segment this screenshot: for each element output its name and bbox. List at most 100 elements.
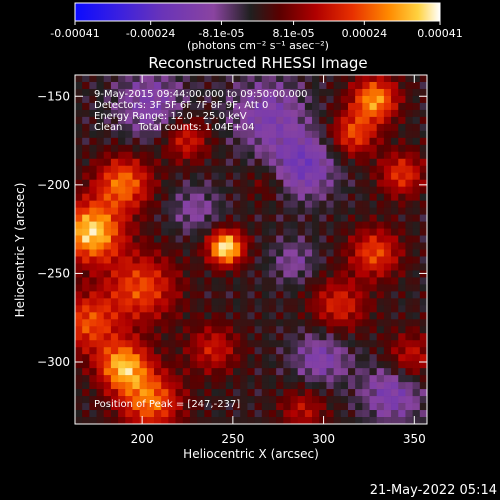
heatmap-cell	[75, 200, 83, 208]
heatmap-cell	[326, 375, 334, 383]
heatmap-cell	[96, 417, 105, 425]
heatmap-cell	[211, 403, 219, 411]
heatmap-cell	[218, 165, 227, 174]
heatmap-cell	[347, 319, 356, 327]
heatmap-cell	[247, 193, 255, 201]
heatmap-cell	[89, 368, 97, 376]
heatmap-cell	[319, 158, 327, 167]
heatmap-cell	[233, 396, 241, 404]
heatmap-cell	[340, 375, 349, 383]
heatmap-cell	[268, 81, 277, 90]
heatmap-cell	[103, 221, 112, 229]
heatmap-cell	[118, 361, 126, 369]
heatmap-cell	[391, 277, 399, 285]
heatmap-cell	[319, 95, 327, 104]
heatmap-cell	[247, 284, 255, 292]
heatmap-cell	[125, 193, 133, 201]
heatmap-cell	[233, 200, 241, 208]
heatmap-cell	[197, 207, 205, 215]
heatmap-cell	[182, 354, 191, 362]
heatmap-cell	[312, 242, 320, 250]
heatmap-cell	[132, 165, 140, 174]
heatmap-cell	[96, 333, 105, 341]
heatmap-cell	[276, 249, 284, 257]
heatmap-cell	[118, 137, 126, 146]
heatmap-cell	[419, 193, 428, 201]
heatmap-cell	[82, 256, 90, 264]
heatmap-cell	[347, 249, 356, 257]
heatmap-cell	[333, 95, 342, 104]
heatmap-cell	[312, 88, 320, 97]
heatmap-cell	[383, 165, 392, 174]
heatmap-cell	[297, 319, 306, 327]
heatmap-cell	[233, 277, 241, 285]
heatmap-cell	[405, 235, 413, 243]
heatmap-cell	[89, 361, 97, 369]
heatmap-cell	[362, 312, 370, 320]
heatmap-cell	[161, 340, 169, 348]
heatmap-cell	[154, 172, 162, 180]
heatmap-cell	[383, 172, 392, 180]
heatmap-cell	[340, 102, 349, 111]
heatmap-cell	[254, 116, 263, 125]
heatmap-cell	[218, 116, 227, 125]
heatmap-cell	[154, 340, 162, 348]
heatmap-cell	[218, 75, 227, 83]
heatmap-cell	[405, 298, 413, 306]
heatmap-cell	[297, 207, 306, 215]
heatmap-cell	[362, 249, 370, 257]
heatmap-cell	[254, 179, 263, 187]
heatmap-cell	[75, 214, 83, 222]
heatmap-cell	[218, 242, 227, 250]
heatmap-cell	[340, 291, 349, 299]
heatmap-cell	[376, 382, 385, 390]
heatmap-cell	[312, 102, 320, 111]
heatmap-cell	[376, 221, 385, 229]
heatmap-cell	[405, 228, 413, 236]
heatmap-cell	[82, 193, 90, 201]
heatmap-cell	[110, 410, 119, 418]
heatmap-cell	[254, 277, 263, 285]
heatmap-cell	[225, 109, 234, 118]
heatmap-cell	[398, 410, 406, 418]
heatmap-cell	[211, 305, 219, 313]
heatmap-cell	[290, 284, 298, 292]
heatmap-cell	[218, 207, 227, 215]
heatmap-cell	[391, 102, 399, 111]
heatmap-cell	[268, 207, 277, 215]
heatmap-cell	[391, 270, 399, 278]
heatmap-cell	[355, 319, 363, 327]
heatmap-cell	[211, 109, 219, 118]
heatmap-cell	[340, 123, 349, 132]
heatmap-cell	[340, 179, 349, 187]
heatmap-cell	[369, 326, 378, 334]
heatmap-cell	[182, 137, 191, 146]
heatmap-cell	[312, 109, 320, 118]
heatmap-cell	[182, 186, 191, 194]
heatmap-cell	[118, 179, 126, 187]
heatmap-cell	[161, 193, 169, 201]
heatmap-cell	[175, 158, 184, 167]
heatmap-cell	[168, 158, 176, 167]
heatmap-cell	[146, 312, 155, 320]
heatmap-cell	[405, 403, 413, 411]
heatmap-cell	[412, 144, 421, 153]
heatmap-cell	[290, 200, 298, 208]
heatmap-cell	[168, 256, 176, 264]
heatmap-cell	[326, 333, 334, 341]
heatmap-cell	[182, 151, 191, 160]
heatmap-cell	[110, 207, 119, 215]
heatmap-cell	[391, 417, 399, 425]
heatmap-cell	[347, 130, 356, 139]
heatmap-cell	[268, 417, 277, 425]
heatmap-cell	[412, 305, 421, 313]
heatmap-cell	[197, 333, 205, 341]
heatmap-cell	[383, 200, 392, 208]
heatmap-cell	[247, 298, 255, 306]
heatmap-cell	[268, 95, 277, 104]
heatmap-cell	[297, 305, 306, 313]
heatmap-cell	[154, 116, 162, 125]
heatmap-cell	[355, 116, 363, 125]
heatmap-cell	[347, 305, 356, 313]
heatmap-cell	[347, 228, 356, 236]
